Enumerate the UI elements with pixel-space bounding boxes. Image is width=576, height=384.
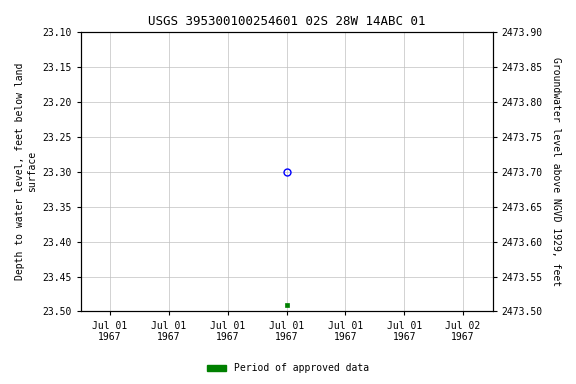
Title: USGS 395300100254601 02S 28W 14ABC 01: USGS 395300100254601 02S 28W 14ABC 01 xyxy=(148,15,425,28)
Y-axis label: Depth to water level, feet below land
surface: Depth to water level, feet below land su… xyxy=(15,63,37,280)
Legend: Period of approved data: Period of approved data xyxy=(203,359,373,377)
Y-axis label: Groundwater level above NGVD 1929, feet: Groundwater level above NGVD 1929, feet xyxy=(551,57,561,286)
